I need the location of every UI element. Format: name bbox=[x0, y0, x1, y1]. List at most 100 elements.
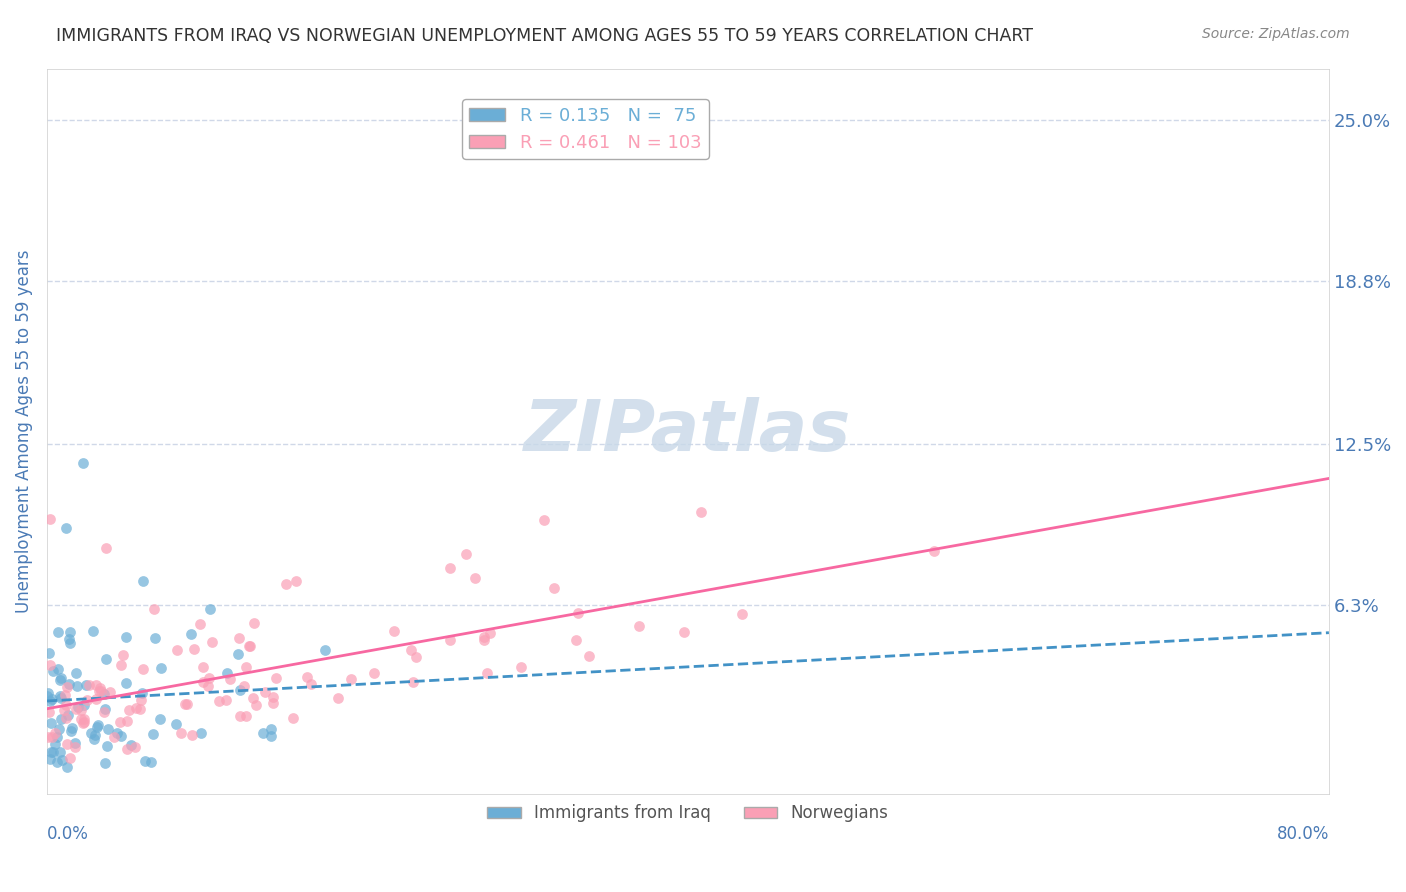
Point bbox=[129, 693, 152, 707]
Point bbox=[472, 633, 495, 648]
Point bbox=[543, 581, 565, 595]
Point bbox=[200, 601, 222, 615]
Point bbox=[59, 724, 82, 739]
Point bbox=[219, 672, 242, 686]
Point bbox=[533, 513, 555, 527]
Point bbox=[730, 607, 752, 621]
Point bbox=[118, 703, 141, 717]
Point bbox=[439, 560, 461, 574]
Point bbox=[191, 660, 214, 674]
Point bbox=[45, 730, 67, 744]
Point bbox=[86, 720, 108, 734]
Text: IMMIGRANTS FROM IRAQ VS NORWEGIAN UNEMPLOYMENT AMONG AGES 55 TO 59 YEARS CORRELA: IMMIGRANTS FROM IRAQ VS NORWEGIAN UNEMPL… bbox=[56, 27, 1033, 45]
Point bbox=[94, 541, 117, 555]
Point bbox=[94, 756, 117, 771]
Point bbox=[93, 706, 115, 720]
Point bbox=[44, 738, 66, 752]
Point bbox=[73, 698, 96, 713]
Point bbox=[174, 697, 197, 711]
Point bbox=[176, 697, 198, 711]
Point bbox=[143, 631, 166, 645]
Point bbox=[53, 688, 76, 702]
Point bbox=[245, 698, 267, 712]
Point bbox=[110, 729, 132, 743]
Point bbox=[131, 686, 153, 700]
Point bbox=[299, 677, 322, 691]
Point bbox=[65, 740, 87, 755]
Point bbox=[197, 679, 219, 693]
Point bbox=[565, 632, 588, 647]
Point bbox=[108, 714, 131, 729]
Point bbox=[83, 728, 105, 742]
Point bbox=[229, 682, 252, 697]
Point bbox=[37, 689, 59, 703]
Point bbox=[38, 705, 60, 719]
Point bbox=[193, 675, 215, 690]
Point bbox=[131, 574, 153, 588]
Text: 80.0%: 80.0% bbox=[1277, 825, 1329, 843]
Point bbox=[58, 632, 80, 647]
Point bbox=[55, 737, 77, 751]
Point bbox=[405, 649, 427, 664]
Point bbox=[103, 730, 125, 744]
Point bbox=[276, 576, 298, 591]
Point bbox=[673, 624, 696, 639]
Point bbox=[115, 742, 138, 756]
Point bbox=[39, 715, 62, 730]
Point bbox=[260, 722, 283, 736]
Point bbox=[76, 692, 98, 706]
Point bbox=[183, 642, 205, 657]
Point bbox=[456, 547, 478, 561]
Point bbox=[464, 571, 486, 585]
Point bbox=[48, 722, 70, 736]
Point bbox=[475, 666, 498, 681]
Point bbox=[69, 703, 91, 717]
Point bbox=[72, 456, 94, 470]
Point bbox=[252, 726, 274, 740]
Point bbox=[110, 657, 132, 672]
Point bbox=[38, 751, 60, 765]
Point bbox=[56, 708, 79, 723]
Point bbox=[578, 648, 600, 663]
Point bbox=[402, 674, 425, 689]
Point bbox=[125, 700, 148, 714]
Point bbox=[56, 759, 79, 773]
Point bbox=[143, 602, 166, 616]
Point bbox=[198, 671, 221, 685]
Point bbox=[42, 745, 65, 759]
Point bbox=[922, 544, 945, 558]
Point bbox=[262, 696, 284, 710]
Point bbox=[142, 727, 165, 741]
Point bbox=[567, 606, 589, 620]
Point bbox=[115, 714, 138, 728]
Point bbox=[284, 574, 307, 588]
Point bbox=[228, 631, 250, 645]
Point bbox=[382, 624, 405, 639]
Point bbox=[474, 630, 496, 644]
Point bbox=[180, 627, 202, 641]
Point bbox=[83, 732, 105, 747]
Point bbox=[96, 722, 118, 736]
Point bbox=[37, 686, 59, 700]
Point bbox=[150, 661, 173, 675]
Point bbox=[73, 712, 96, 726]
Point bbox=[439, 632, 461, 647]
Point bbox=[399, 643, 422, 657]
Point bbox=[65, 702, 87, 716]
Point bbox=[314, 642, 336, 657]
Point bbox=[48, 673, 70, 687]
Point bbox=[82, 624, 104, 639]
Point bbox=[60, 721, 83, 735]
Point bbox=[238, 640, 260, 654]
Text: 0.0%: 0.0% bbox=[46, 825, 89, 843]
Point bbox=[105, 726, 128, 740]
Point bbox=[132, 662, 155, 676]
Point bbox=[96, 739, 118, 753]
Point bbox=[90, 684, 112, 698]
Point bbox=[479, 625, 502, 640]
Point bbox=[363, 665, 385, 680]
Point bbox=[264, 671, 287, 685]
Point bbox=[165, 717, 187, 731]
Point bbox=[73, 714, 96, 729]
Point bbox=[627, 618, 650, 632]
